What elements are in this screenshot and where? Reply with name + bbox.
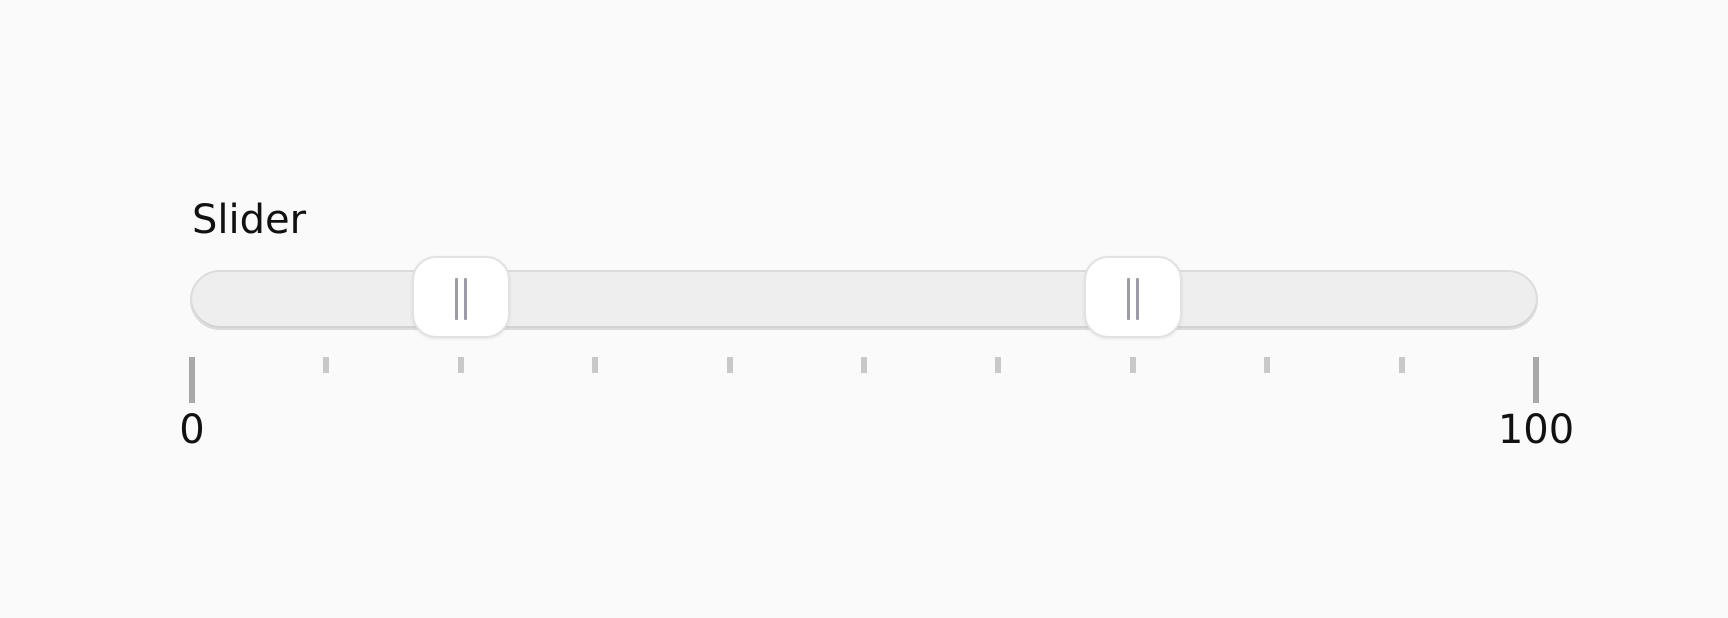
slider-tick — [726, 357, 733, 373]
slider-tick — [323, 357, 330, 373]
slider-tick — [861, 357, 867, 373]
grip-icon — [1126, 278, 1139, 320]
slider-tick — [1129, 357, 1136, 373]
slider-label: Slider — [192, 197, 307, 243]
grip-icon — [454, 278, 467, 320]
slider-tick — [995, 357, 1002, 373]
slider-tick — [1398, 357, 1405, 373]
slider-tick — [1264, 357, 1271, 373]
slider-tick — [592, 357, 599, 373]
slider-max-label: 100 — [1497, 407, 1575, 453]
slider-thumb-low[interactable] — [411, 256, 510, 338]
slider-tick — [457, 357, 464, 373]
slider-tick-major — [189, 357, 195, 403]
slider-tick-major — [1533, 357, 1539, 403]
slider-min-label: 0 — [179, 407, 205, 453]
slider-track[interactable] — [190, 270, 1538, 330]
slider-thumb-high[interactable] — [1083, 256, 1182, 338]
